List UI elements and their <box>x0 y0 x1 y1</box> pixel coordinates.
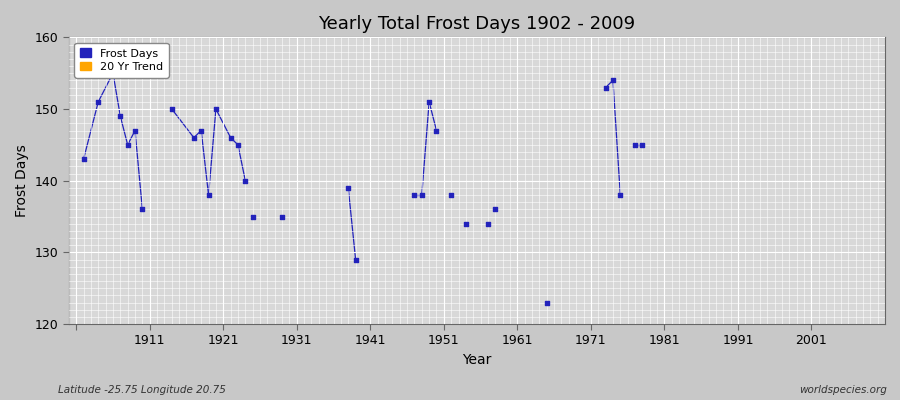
Point <box>598 84 613 91</box>
Point <box>628 142 643 148</box>
Point <box>223 134 238 141</box>
Point <box>606 77 620 84</box>
Point <box>128 127 142 134</box>
Point <box>135 206 149 212</box>
Point <box>186 134 201 141</box>
Point <box>348 256 363 263</box>
Point <box>76 156 91 162</box>
Point <box>444 192 458 198</box>
Legend: Frost Days, 20 Yr Trend: Frost Days, 20 Yr Trend <box>75 43 168 78</box>
Point <box>429 127 444 134</box>
Point <box>165 106 179 112</box>
Point <box>341 185 356 191</box>
Point <box>121 142 135 148</box>
Point <box>209 106 223 112</box>
Point <box>488 206 502 212</box>
Text: worldspecies.org: worldspecies.org <box>798 385 886 395</box>
Point <box>459 220 473 227</box>
Point <box>422 99 436 105</box>
Y-axis label: Frost Days: Frost Days <box>15 144 29 217</box>
Point <box>613 192 627 198</box>
Point <box>113 113 128 119</box>
Point <box>415 192 429 198</box>
Point <box>202 192 216 198</box>
Point <box>481 220 495 227</box>
Point <box>106 70 121 76</box>
Point <box>238 178 253 184</box>
Title: Yearly Total Frost Days 1902 - 2009: Yearly Total Frost Days 1902 - 2009 <box>319 15 635 33</box>
X-axis label: Year: Year <box>463 353 491 367</box>
Point <box>540 299 554 306</box>
Text: Latitude -25.75 Longitude 20.75: Latitude -25.75 Longitude 20.75 <box>58 385 227 395</box>
Point <box>635 142 650 148</box>
Point <box>407 192 421 198</box>
Point <box>274 213 289 220</box>
Point <box>246 213 260 220</box>
Point <box>194 127 209 134</box>
Point <box>91 99 105 105</box>
Point <box>230 142 245 148</box>
